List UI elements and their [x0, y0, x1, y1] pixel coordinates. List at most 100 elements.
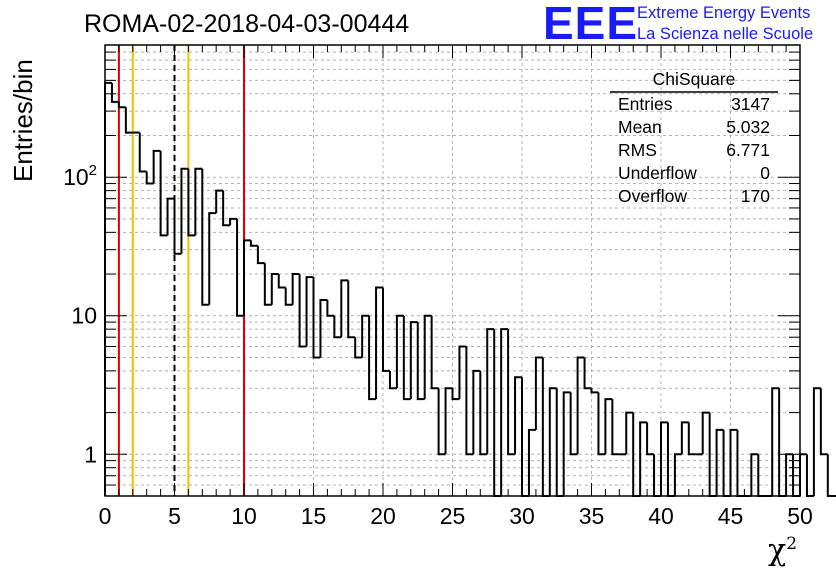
histogram-bin [187, 168, 196, 237]
histogram-bin [229, 217, 238, 226]
histogram-bin [507, 329, 516, 456]
histogram-bin [382, 287, 390, 372]
eee-logo: EEE Extreme Energy Events La Scienza nel… [543, 0, 833, 46]
y-tick-label: 10 [71, 303, 97, 329]
histogram-bin [771, 387, 780, 496]
histogram-bin [312, 277, 321, 359]
histogram-bin [361, 314, 370, 358]
histogram-bin [208, 212, 217, 305]
histogram-bin [138, 132, 147, 173]
histogram-bin [159, 150, 168, 237]
histogram-bin [590, 388, 599, 394]
histogram-bin [819, 388, 828, 456]
histogram-bin [291, 273, 300, 305]
histogram-bin [583, 357, 592, 390]
x-tick-label: 45 [718, 503, 744, 529]
histogram-bin [472, 369, 481, 455]
histogram-bin [333, 315, 342, 339]
x-tick-label: 0 [99, 503, 112, 529]
histogram-bin [729, 428, 738, 496]
histogram-bin [215, 189, 224, 214]
histogram-bin [256, 245, 265, 265]
histogram-bin [277, 274, 286, 289]
stats-value-overflow: 170 [741, 186, 770, 206]
histogram-bin [548, 387, 557, 496]
stats-value-rms: 6.771 [726, 140, 770, 160]
histogram-bin [326, 299, 335, 317]
histogram-bin [701, 411, 710, 455]
histogram-bin [555, 388, 564, 497]
x-tick-label: 20 [370, 503, 396, 529]
y-tick-label: 102 [63, 162, 97, 190]
stats-label-rms: RMS [618, 140, 657, 160]
stats-label-entries: Entries [618, 94, 673, 114]
histogram-bin [236, 218, 244, 317]
histogram-bin [826, 454, 835, 497]
histogram-bin [222, 190, 231, 227]
x-tick-label: 50 [787, 503, 813, 529]
stats-value-underflow: 0 [760, 163, 770, 183]
histogram-bin [597, 392, 606, 456]
y-tick-label: 1 [84, 441, 97, 467]
histogram-bin [687, 422, 696, 456]
stats-title: ChiSquare [653, 69, 736, 89]
histogram-bin [409, 321, 418, 400]
histogram-bin [368, 315, 377, 401]
histogram-bin [124, 107, 133, 134]
histogram-bin [263, 263, 272, 306]
x-tick-label: 35 [579, 503, 605, 529]
reference-lines [117, 45, 245, 496]
histogram-bin [778, 388, 787, 497]
histogram-bin [437, 388, 446, 456]
histogram-bin [673, 453, 682, 496]
histogram-bin [750, 453, 759, 496]
stats-box: ChiSquare Entries 3147 Mean 5.032 RMS 6.… [610, 69, 778, 206]
histogram-bin [562, 391, 571, 496]
histogram-bin [451, 388, 460, 401]
x-tick-label: 5 [168, 503, 181, 529]
logo-line-2: La Scienza nelle Scuole [637, 25, 814, 43]
histogram-bin [319, 298, 328, 358]
histogram-bin [458, 345, 467, 400]
histogram-bin [305, 276, 314, 347]
histogram-bin [646, 422, 655, 456]
histogram-bin [611, 399, 620, 456]
histogram-bin [680, 421, 689, 455]
histogram-bin [444, 387, 453, 455]
histogram-bin [486, 328, 495, 455]
histogram-bin [639, 421, 648, 496]
histogram-bin [173, 198, 182, 255]
histogram-bin [194, 167, 203, 236]
stats-label-mean: Mean [618, 117, 662, 137]
x-tick-label: 30 [509, 503, 535, 529]
histogram-bin [110, 82, 119, 103]
histogram-bin [347, 280, 356, 339]
histogram-bin [660, 421, 668, 496]
histogram-bin [180, 167, 189, 254]
histogram-bin [736, 429, 745, 497]
histogram-bin [423, 314, 432, 400]
histogram-bin [625, 411, 634, 455]
histogram-bin [479, 370, 488, 456]
x-tick-label: 40 [648, 503, 674, 529]
histogram-bin [152, 149, 161, 184]
histogram-bin [604, 398, 613, 455]
stats-value-entries: 3147 [731, 94, 770, 114]
histogram-bin [201, 168, 210, 306]
histogram-bin [500, 328, 509, 496]
x-tick-label: 15 [301, 503, 327, 529]
y-tick-label-exponent: 2 [89, 162, 97, 179]
histogram-bin [534, 356, 543, 430]
histogram-bin [145, 171, 154, 185]
histogram-bin [799, 453, 807, 496]
x-tick-label: 10 [231, 503, 257, 529]
stats-value-mean: 5.032 [726, 117, 770, 137]
x-tick-label: 25 [440, 503, 466, 529]
stats-label-underflow: Underflow [618, 163, 697, 183]
logo-line-1: Extreme Energy Events [637, 4, 811, 22]
histogram-bin [243, 239, 251, 316]
x-axis-label-text: χ [768, 533, 787, 568]
histogram-bin [270, 273, 279, 305]
histogram-bin [805, 454, 814, 497]
